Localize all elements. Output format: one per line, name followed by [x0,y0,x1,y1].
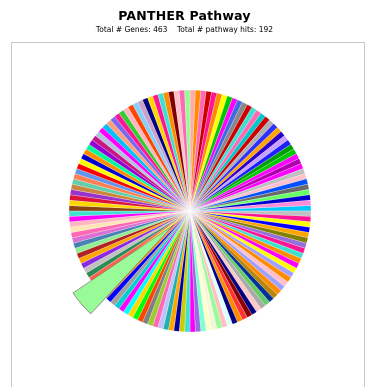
exploded-pie-slice [72,225,174,315]
chart-subtitle: Total # Genes: 463 Total # pathway hits:… [0,25,369,34]
total-pathway-hits-label: Total # pathway hits: 192 [176,25,274,34]
chart-title: PANTHER Pathway [118,8,251,23]
plot-area [11,42,365,387]
total-genes-label: Total # Genes: 463 [95,25,168,34]
pie-slice [184,89,191,212]
